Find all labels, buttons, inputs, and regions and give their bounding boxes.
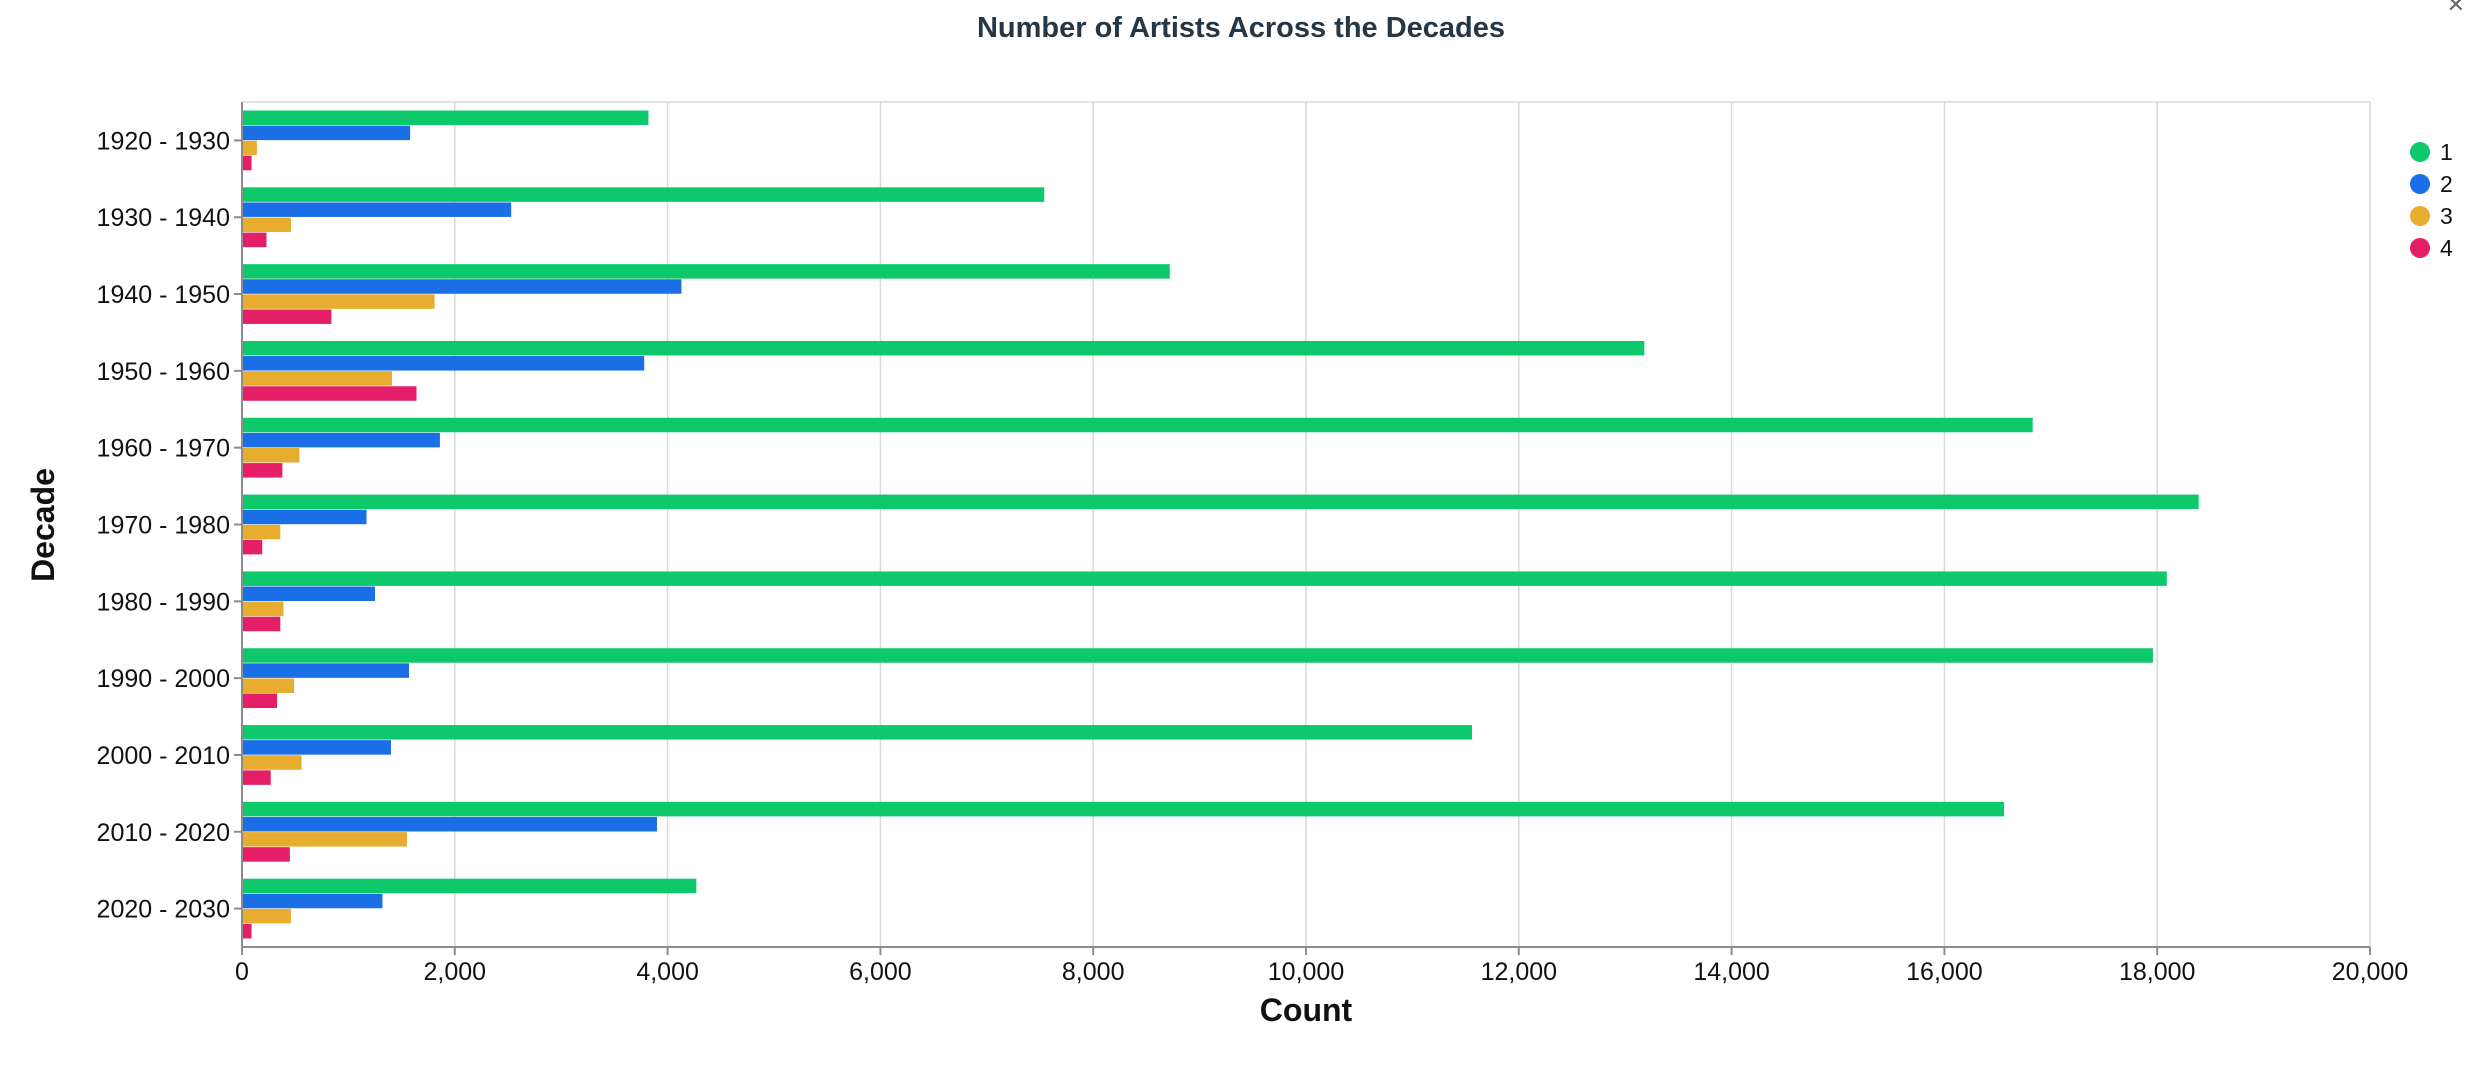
bar-1940-1950-series-2 <box>242 279 682 294</box>
bar-1980-1990-series-2 <box>242 586 375 602</box>
x-tick-label: 18,000 <box>2119 958 2195 986</box>
y-tick-label: 1930 - 1940 <box>97 204 230 232</box>
gridlines <box>241 101 2371 947</box>
legend-swatch-2 <box>2410 174 2430 194</box>
y-tick-label: 1940 - 1950 <box>97 281 230 309</box>
bar-1970-1980-series-1 <box>242 494 2199 510</box>
bar-1940-1950-series-1 <box>242 264 1170 279</box>
bar-1930-1940-series-3 <box>242 217 291 233</box>
legend-label-1: 1 <box>2440 139 2453 165</box>
bar-1990-2000-series-4 <box>242 693 278 709</box>
bar-2020-2030-series-1 <box>242 878 697 894</box>
bar-1920-1930-series-3 <box>242 140 257 156</box>
bar-1980-1990-series-3 <box>242 601 284 617</box>
legend: 1 2 3 4 <box>2410 139 2453 261</box>
x-tick-label: 20,000 <box>2332 958 2408 986</box>
bar-2020-2030-series-4 <box>242 923 252 939</box>
y-tick-label: 2020 - 2030 <box>97 896 230 924</box>
legend-label-4: 4 <box>2440 235 2453 261</box>
bar-1990-2000-series-1 <box>242 648 2153 663</box>
bar-1980-1990-series-4 <box>242 616 281 632</box>
bar-2010-2020-series-4 <box>242 847 290 862</box>
bar-1950-1960-series-1 <box>242 340 1645 356</box>
bar-1950-1960-series-2 <box>242 356 645 371</box>
bars <box>242 110 2199 939</box>
x-tick-label: 14,000 <box>1693 958 1769 986</box>
x-tick-label: 10,000 <box>1268 958 1344 986</box>
bar-2000-2010-series-1 <box>242 725 1472 740</box>
bar-1940-1950-series-3 <box>242 294 435 309</box>
x-tick-label: 12,000 <box>1481 958 1557 986</box>
bar-1980-1990-series-1 <box>242 571 2167 586</box>
bar-1970-1980-series-4 <box>242 539 263 555</box>
x-tick-label: 0 <box>235 958 249 986</box>
chart-title: Number of Artists Across the Decades <box>977 12 1505 44</box>
y-tick-label: 1960 - 1970 <box>97 435 230 463</box>
x-tick-label: 4,000 <box>636 958 699 986</box>
y-axis-title: Decade <box>25 468 61 582</box>
bar-2020-2030-series-2 <box>242 893 383 909</box>
y-tick-label: 1990 - 2000 <box>97 665 230 693</box>
bar-1960-1970-series-2 <box>242 432 440 448</box>
axes: 0 2,000 4,000 6,000 8,000 10,000 12,000 14,000 1… <box>97 102 2408 986</box>
bar-2010-2020-series-3 <box>242 832 407 847</box>
bar-2000-2010-series-2 <box>242 740 391 755</box>
y-tick-label: 1970 - 1980 <box>97 512 230 540</box>
bar-1920-1930-series-1 <box>242 110 649 126</box>
legend-swatch-4 <box>2410 238 2430 258</box>
bar-2020-2030-series-3 <box>242 908 291 924</box>
legend-swatch-1 <box>2410 142 2430 162</box>
bar-1960-1970-series-4 <box>242 463 283 478</box>
x-axis-title: Count <box>1260 992 1353 1028</box>
y-tick-label: 1920 - 1930 <box>97 127 230 155</box>
bar-1950-1960-series-3 <box>242 371 393 386</box>
bar-2000-2010-series-3 <box>242 755 302 770</box>
x-tick-label: 6,000 <box>849 958 912 986</box>
legend-label-3: 3 <box>2440 203 2453 229</box>
bar-2010-2020-series-2 <box>242 816 657 832</box>
bar-1930-1940-series-1 <box>242 187 1045 202</box>
bar-1990-2000-series-2 <box>242 663 410 678</box>
bar-1970-1980-series-2 <box>242 509 367 525</box>
bar-2000-2010-series-4 <box>242 770 271 785</box>
bar-1970-1980-series-3 <box>242 524 281 540</box>
bar-1930-1940-series-4 <box>242 232 267 248</box>
bar-2010-2020-series-1 <box>242 801 2004 817</box>
bar-1920-1930-series-4 <box>242 155 252 171</box>
x-tick-label: 2,000 <box>424 958 487 986</box>
close-icon[interactable]: ✕ <box>2446 0 2465 17</box>
y-tick-label: 1950 - 1960 <box>97 358 230 386</box>
y-tick-label: 1980 - 1990 <box>97 588 230 616</box>
bar-1950-1960-series-4 <box>242 386 417 401</box>
bar-1960-1970-series-3 <box>242 447 300 463</box>
bar-1920-1930-series-2 <box>242 125 411 141</box>
y-tick-label: 2010 - 2020 <box>97 819 230 847</box>
bar-1940-1950-series-4 <box>242 309 332 324</box>
legend-swatch-3 <box>2410 206 2430 226</box>
bar-1930-1940-series-2 <box>242 202 512 217</box>
x-tick-label: 16,000 <box>1906 958 1982 986</box>
legend-label-2: 2 <box>2440 171 2453 197</box>
bar-1990-2000-series-3 <box>242 678 295 693</box>
y-tick-label: 2000 - 2010 <box>97 742 230 770</box>
bar-1960-1970-series-1 <box>242 417 2033 433</box>
x-tick-label: 8,000 <box>1062 958 1125 986</box>
